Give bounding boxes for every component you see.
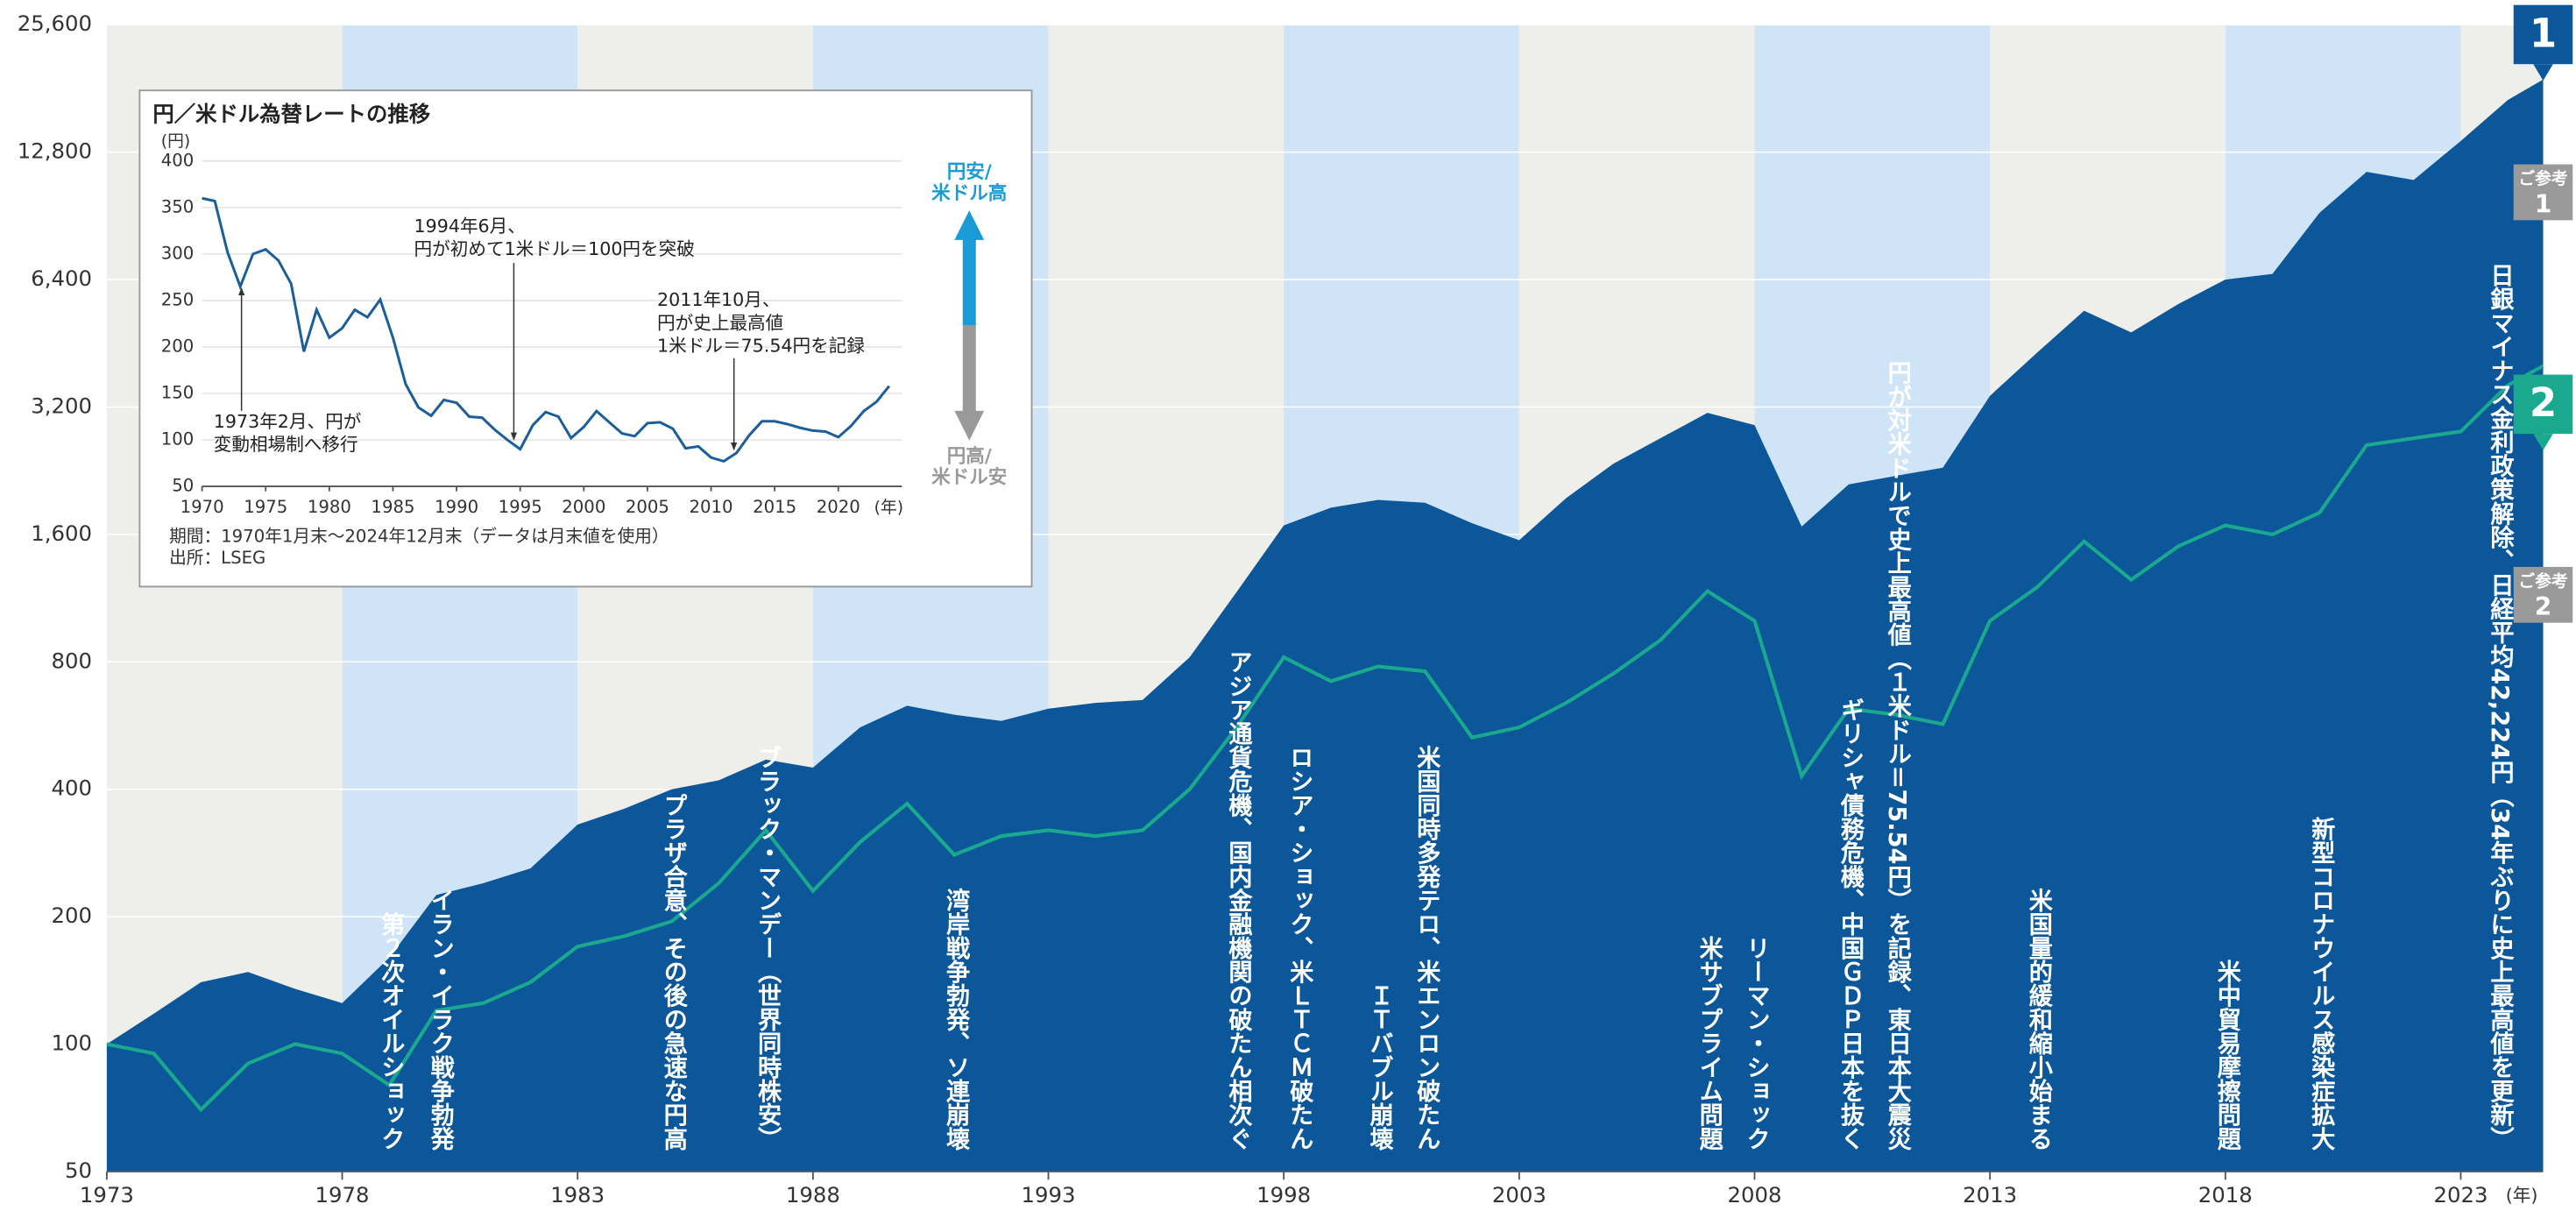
annotation: ロシア・ショック、米ＬＴＣＭ破たん — [1285, 746, 1314, 1151]
inset-line — [202, 196, 891, 464]
reference-label: 1 — [2535, 189, 2552, 218]
inset-title: 円／米ドル為替レートの推移 — [152, 101, 430, 126]
y-tick-label: 3,200 — [31, 393, 92, 418]
y-tick-label: 25,600 — [18, 11, 92, 36]
inset-y-tick-label: 250 — [161, 289, 195, 309]
inset-x-tick-label: 2005 — [626, 497, 669, 517]
inset-y-tick-label: 200 — [161, 336, 195, 356]
inset-x-tick-label: 1970 — [180, 497, 224, 517]
legend-up-label: 円安/ — [947, 160, 992, 183]
reference-label: 2 — [2535, 592, 2552, 621]
y-tick-label: 100 — [52, 1030, 93, 1056]
reference-marker — [2513, 566, 2573, 623]
y-tick-label: 12,800 — [18, 138, 92, 164]
inset-x-tick-label: 2015 — [753, 497, 796, 517]
inset-x-tick-label: 2010 — [689, 497, 732, 517]
annotation: 米国同時多発テロ、米エンロン破たん — [1412, 745, 1442, 1150]
y-tick-label: 1,600 — [31, 521, 92, 546]
series-marker — [2513, 4, 2573, 65]
x-tick-label: 2018 — [2198, 1182, 2253, 1207]
x-tick-label: 2013 — [1963, 1182, 2017, 1207]
x-tick-label: 1993 — [1022, 1182, 1076, 1207]
series-marker-pointer — [2533, 64, 2553, 81]
annotation: 湾岸戦争勃発、ソ連崩壊 — [942, 887, 972, 1151]
reference-marker — [2513, 164, 2573, 221]
annotation: イラン・イラク戦争勃発 — [426, 889, 456, 1151]
inset-y-tick-label: 50 — [172, 476, 194, 496]
inset-x-tick-label: 2000 — [562, 497, 605, 517]
inset-x-axis-label: (年) — [874, 498, 903, 517]
inset-note: 期間：1970年1月末～2024年12月末（データは月末値を使用） — [169, 527, 669, 547]
inset-y-tick-label: 350 — [161, 196, 195, 216]
series-marker-pointer — [2533, 434, 2553, 450]
legend-up-arrow — [954, 210, 985, 326]
y-tick-label: 6,400 — [31, 266, 92, 291]
inset-x-tick-label: 2020 — [817, 497, 860, 517]
inset-annotation: 1973年2月、円が — [214, 411, 362, 432]
inset-y-tick-label: 100 — [161, 429, 195, 450]
area — [106, 79, 2544, 1172]
inset-annotation: 1994年6月、 — [414, 216, 526, 237]
annotation: アジア通貨危機、国内金融機関の破たん相次ぐ — [1224, 650, 1254, 1151]
annotation: ブラック・マンデー（世界同時株安） — [754, 744, 782, 1150]
x-tick-label: 1978 — [315, 1182, 370, 1207]
x-tick-label: 1983 — [550, 1182, 605, 1207]
annotation: 新型コロナウイルス感染症拡大 — [2307, 816, 2336, 1151]
reference-label: ご参考 — [2518, 570, 2567, 591]
inset-annotation: 2011年10月、 — [657, 289, 781, 310]
inset-x-tick-label: 1990 — [435, 497, 478, 517]
annotation: 米中貿易摩擦問題 — [2212, 960, 2241, 1151]
inset-x-tick-label: 1995 — [499, 497, 542, 517]
x-tick-label: 1988 — [786, 1182, 840, 1207]
x-axis-label: (年) — [2506, 1185, 2538, 1206]
inset-y-tick-label: 400 — [161, 150, 195, 170]
annotation: プラザ合意、その後の急速な円高 — [659, 793, 688, 1151]
x-tick-label: 2008 — [1727, 1182, 1781, 1207]
inset-x-tick-label: 1985 — [371, 497, 414, 517]
reference-label: ご参考 — [2518, 168, 2567, 188]
series-marker-label: 1 — [2530, 10, 2557, 56]
inset-annotation: 円が初めて1米ドル＝100円を突破 — [414, 238, 695, 259]
inset-panel — [138, 89, 1033, 588]
series-marker-label: 2 — [2530, 379, 2557, 426]
y-tick-label: 200 — [52, 903, 93, 928]
annotation: 円が対米ドルで史上最高値（１米ドル＝75.54円）を記録、東日本大震災 — [1883, 360, 1913, 1150]
x-tick-label: 2003 — [1492, 1182, 1546, 1207]
y-tick-label: 800 — [52, 648, 93, 673]
x-tick-label: 1973 — [80, 1182, 134, 1207]
y-tick-label: 50 — [65, 1158, 92, 1183]
annotation: リーマン・ショック — [1742, 936, 1769, 1151]
annotation: 第２次オイルショック — [377, 911, 406, 1151]
series-marker — [2513, 374, 2573, 435]
y-tick-label: 400 — [52, 775, 93, 801]
inset-x-tick-label: 1975 — [244, 497, 287, 517]
inset-unit: (円) — [161, 132, 190, 151]
inset-note: 出所：LSEG — [169, 548, 265, 568]
inset-y-tick-label: 300 — [161, 243, 195, 263]
inset-annotation: 変動相場制へ移行 — [214, 434, 358, 455]
legend-up-label: 米ドル高 — [931, 181, 1007, 204]
legend-down-arrow — [954, 325, 985, 441]
inset-annotation: 円が史上最高値 — [657, 312, 783, 333]
legend-down-label: 円高/ — [947, 444, 992, 467]
annotation: 米国量的緩和縮小始まる — [2024, 888, 2053, 1150]
x-tick-label: 1998 — [1256, 1182, 1311, 1207]
inset-x-tick-label: 1980 — [308, 497, 351, 517]
x-tick-label: 2023 — [2433, 1182, 2488, 1207]
annotation: 米サブプライム問題 — [1695, 936, 1723, 1151]
annotation: ギリシャ債務危機、中国ＧＤＰ日本を抜く — [1836, 698, 1865, 1151]
inset-annotation: 1米ドル＝75.54円を記録 — [657, 336, 865, 357]
annotation: 日銀マイナス金利政策解除、日経平均42,224円（34年ぶりに史上最高値を更新） — [2486, 263, 2516, 1150]
line — [106, 364, 2544, 1113]
legend-down-label: 米ドル安 — [931, 466, 1007, 489]
annotation: ＩＴバブル崩壊 — [1365, 983, 1394, 1151]
inset-y-tick-label: 150 — [161, 382, 195, 402]
